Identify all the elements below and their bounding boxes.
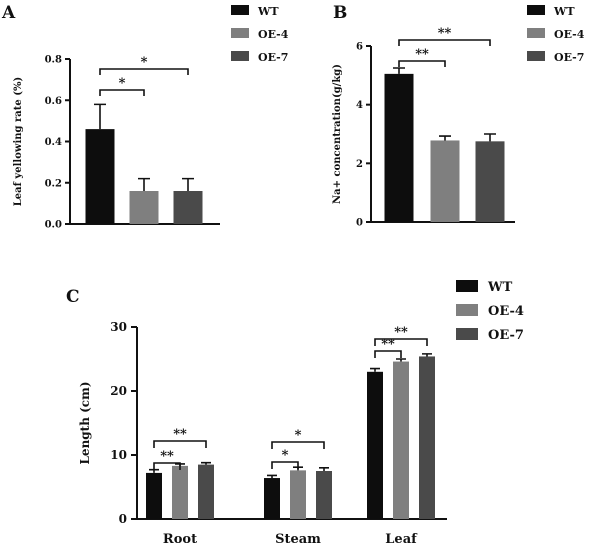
panel-label-c: C <box>66 287 80 307</box>
a-ytick-label: 0.0 <box>45 220 62 231</box>
c-error-bar <box>319 467 329 471</box>
c-category-label: Steam <box>275 532 321 547</box>
a-legend-swatch <box>231 28 249 38</box>
c-error-bar <box>422 353 432 357</box>
c-ytick-label: 0 <box>119 512 127 526</box>
a-ytick-label: 0.8 <box>45 55 62 66</box>
c-bar-root-wt <box>146 472 162 519</box>
c-bar-steam-wt <box>264 478 280 519</box>
c-sig-bracket <box>271 461 299 469</box>
c-bar-steam-oe-7 <box>316 471 332 519</box>
c-bar-root-oe-4 <box>172 465 188 519</box>
a-bar-oe-7 <box>173 191 203 224</box>
chart-a: 0.0 0.2 0.4 0.6 0.8 Leaf yellowing rate (%) * *… <box>13 5 289 231</box>
c-bar-leaf-oe-7 <box>419 356 435 519</box>
c-bar-leaf-oe-4 <box>393 361 409 519</box>
a-ytick-label: 0.2 <box>45 178 62 189</box>
a-legend-label: OE-7 <box>258 51 288 64</box>
c-error-bar <box>267 474 277 479</box>
c-legend-label: OE-7 <box>488 328 524 343</box>
c-sig-label: * <box>282 448 289 463</box>
b-legend-label: WT <box>553 5 575 18</box>
a-ytick-label: 0.6 <box>45 96 62 107</box>
c-bar-root-oe-7 <box>198 464 214 519</box>
b-error-bar <box>439 135 451 141</box>
a-sig-label: * <box>119 76 126 91</box>
c-sig-bracket <box>374 338 428 346</box>
b-legend-label: OE-4 <box>554 28 585 41</box>
c-error-bar <box>396 358 406 362</box>
c-sig-label: ** <box>394 325 408 340</box>
c-legend-label: OE-4 <box>488 304 524 319</box>
b-legend-swatch <box>527 51 545 61</box>
c-legend-swatch <box>456 280 478 292</box>
a-error-bar <box>182 177 194 191</box>
c-sig-label: ** <box>160 449 174 464</box>
a-legend-label: WT <box>257 5 279 18</box>
c-sig-bracket <box>271 441 325 449</box>
c-error-bar <box>149 468 159 473</box>
c-legend-swatch <box>456 328 478 340</box>
b-error-bar <box>393 67 405 74</box>
a-legend-label: OE-4 <box>258 28 289 41</box>
b-ytick-label: 4 <box>356 100 363 111</box>
b-sig-label: ** <box>438 26 452 41</box>
b-error-bar <box>484 133 496 142</box>
c-legend-label: WT <box>487 280 513 295</box>
a-legend-swatch <box>231 5 249 15</box>
a-sig-label: * <box>141 55 148 70</box>
c-ytick-label: 20 <box>110 384 127 398</box>
b-sig-label: ** <box>415 47 429 62</box>
c-sig-label: ** <box>173 427 187 442</box>
a-bar-wt <box>85 129 115 224</box>
a-sig-bracket <box>99 89 145 96</box>
a-legend-swatch <box>231 51 249 61</box>
c-sig-bracket <box>153 462 181 470</box>
a-bar-oe-4 <box>129 191 159 224</box>
c-sig-bracket <box>153 440 207 448</box>
b-legend-swatch <box>527 28 545 38</box>
b-bar-oe-7 <box>475 141 505 222</box>
b-sig-bracket <box>398 39 491 46</box>
c-ytick-label: 10 <box>110 448 127 462</box>
b-legend-label: OE-7 <box>554 51 584 64</box>
a-ylabel: Leaf yellowing rate (%) <box>13 77 24 206</box>
b-ytick-label: 0 <box>356 218 363 229</box>
c-error-bar <box>370 367 380 372</box>
b-ytick-label: 2 <box>356 159 363 170</box>
c-ytick-label: 30 <box>110 320 127 334</box>
b-bar-oe-4 <box>430 140 460 222</box>
b-sig-bracket <box>398 60 446 67</box>
b-ytick-label: 6 <box>356 42 363 53</box>
panel-label-a: A <box>1 3 16 23</box>
c-sig-label: * <box>295 428 302 443</box>
a-error-bar <box>94 103 106 130</box>
a-error-bar <box>138 177 150 191</box>
c-sig-bracket <box>374 350 402 358</box>
b-ylabel: Na+ concentration(g/kg) <box>332 64 343 204</box>
c-category-label: Root <box>163 532 197 547</box>
b-bar-wt <box>384 73 414 222</box>
c-bar-leaf-wt <box>367 371 383 519</box>
chart-b: 0 2 4 6 Na+ concentration(g/kg) ** ** WT OE-4 OE-… <box>332 5 585 229</box>
panel-label-b: B <box>333 3 347 23</box>
c-error-bar <box>201 461 211 465</box>
a-sig-bracket <box>99 68 189 75</box>
c-ylabel: Length (cm) <box>78 382 92 465</box>
a-ytick-label: 0.4 <box>45 137 62 148</box>
c-category-label: Leaf <box>385 532 418 547</box>
c-bar-steam-oe-4 <box>290 470 306 519</box>
c-sig-label: ** <box>381 337 395 352</box>
c-legend-swatch <box>456 304 478 316</box>
b-legend-swatch <box>527 5 545 15</box>
